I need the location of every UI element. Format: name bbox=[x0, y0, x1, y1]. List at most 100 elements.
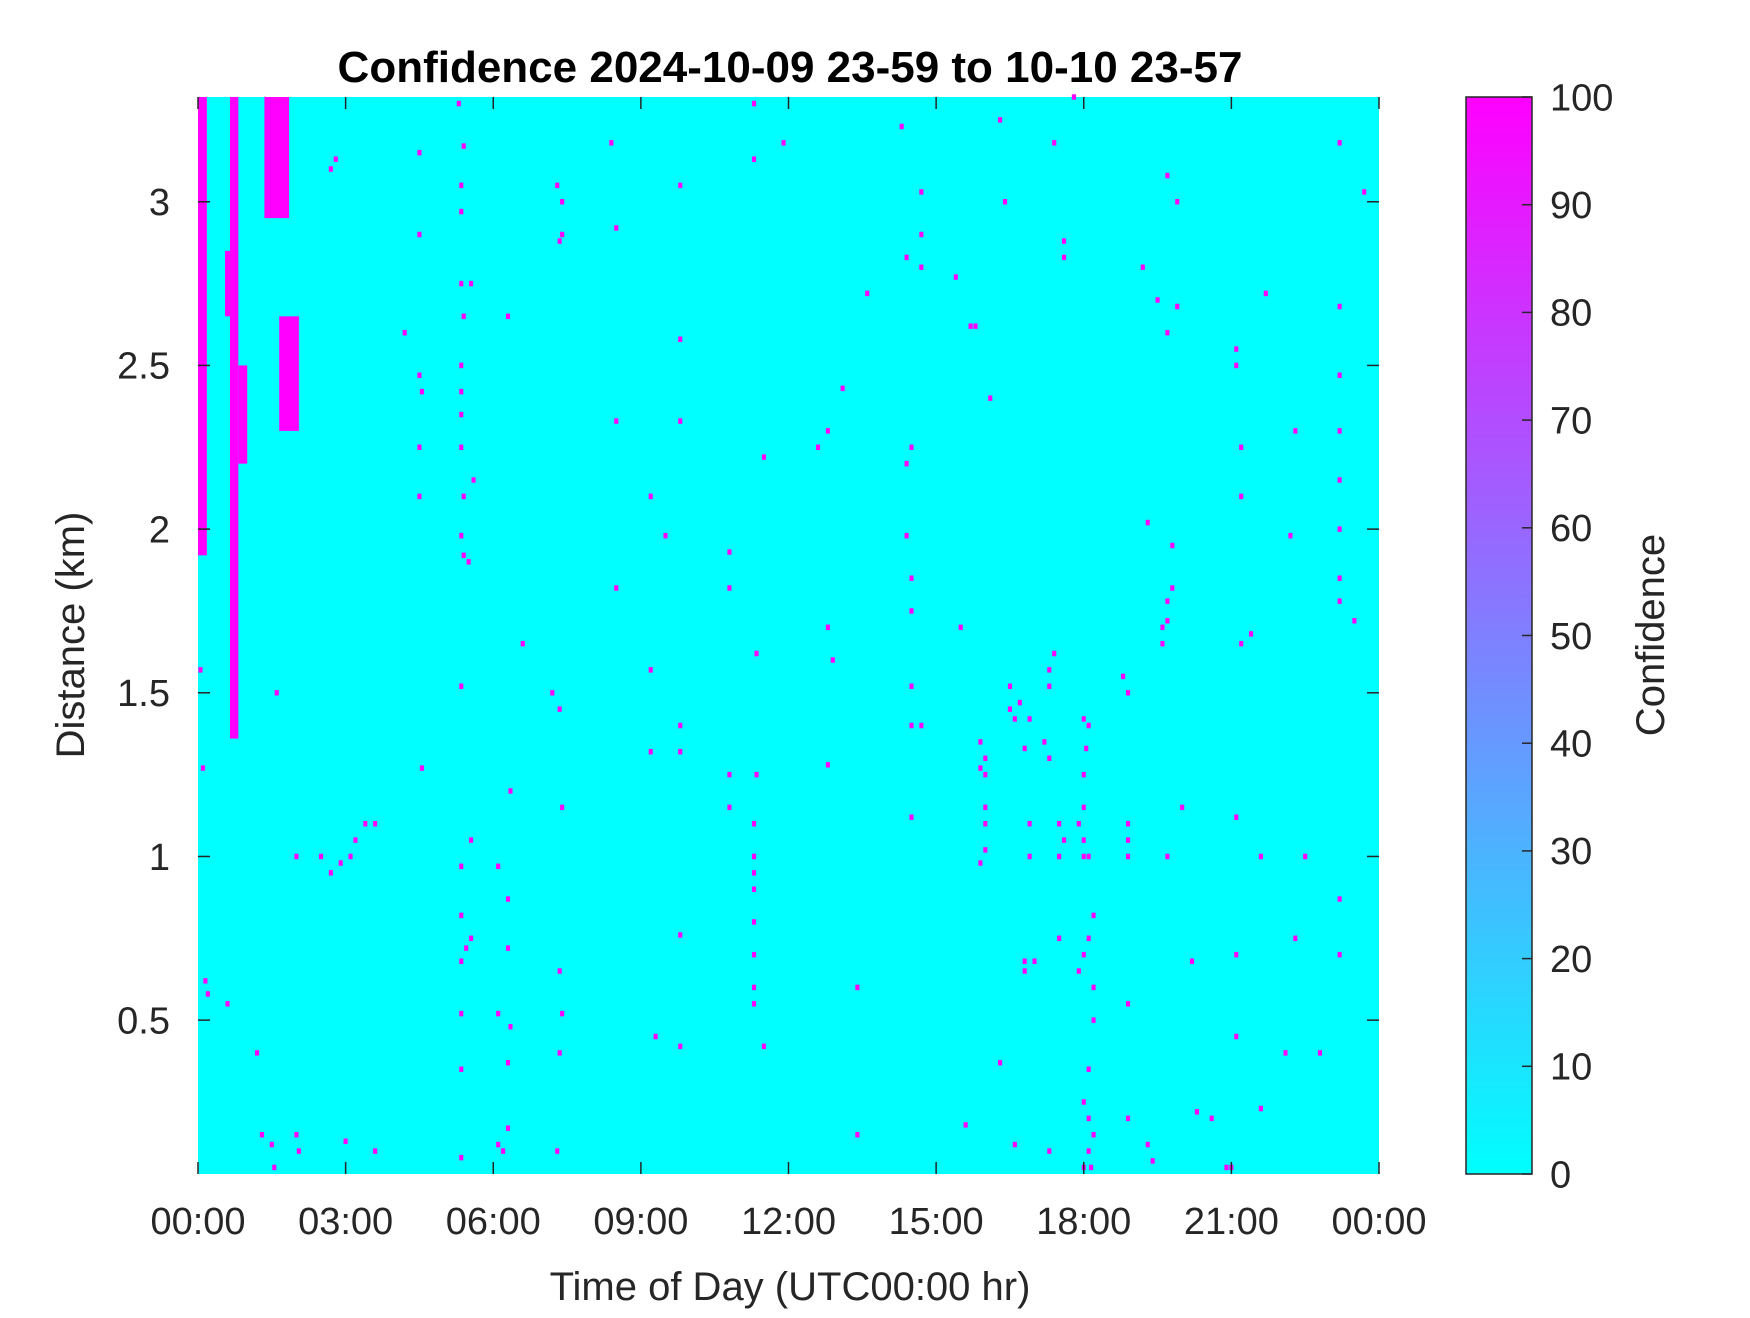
heatmap-cell bbox=[1317, 1050, 1323, 1056]
x-tick-label: 06:00 bbox=[446, 1201, 541, 1243]
heatmap-cell bbox=[727, 549, 732, 555]
heatmap-cell bbox=[983, 821, 988, 827]
heatmap-cell bbox=[963, 1122, 968, 1128]
heatmap-cell bbox=[1007, 683, 1012, 689]
heatmap-cell bbox=[1234, 362, 1239, 369]
heatmap-cell bbox=[417, 231, 422, 238]
heatmap-region bbox=[225, 250, 230, 317]
y-axis-label: Distance (km) bbox=[49, 512, 93, 759]
x-tick-label: 00:00 bbox=[1331, 1201, 1426, 1243]
heatmap-cell bbox=[1288, 532, 1293, 539]
heatmap-cell bbox=[983, 755, 988, 761]
heatmap-cell bbox=[648, 667, 653, 673]
heatmap-cell bbox=[1170, 585, 1175, 591]
heatmap-cell bbox=[1239, 444, 1244, 450]
heatmap-cell bbox=[761, 1043, 766, 1050]
heatmap-cell bbox=[464, 945, 469, 951]
heatmap-cell bbox=[1086, 1066, 1091, 1072]
heatmap-cell bbox=[1234, 951, 1239, 958]
heatmap-cell bbox=[752, 100, 757, 107]
heatmap-cell bbox=[1165, 329, 1170, 336]
heatmap-cell bbox=[752, 919, 757, 925]
heatmap-cell bbox=[505, 1125, 511, 1131]
heatmap-cell bbox=[978, 739, 983, 745]
heatmap-cell bbox=[1194, 1109, 1199, 1115]
heatmap-cell bbox=[459, 532, 464, 539]
heatmap-cell bbox=[1071, 94, 1076, 100]
heatmap-cell bbox=[1224, 1164, 1229, 1171]
heatmap-cell bbox=[865, 290, 870, 297]
heatmap-cell bbox=[343, 1138, 348, 1144]
colorbar-tick-label: 30 bbox=[1550, 831, 1592, 873]
heatmap-cell bbox=[501, 1148, 506, 1154]
colorbar-tick-label: 40 bbox=[1550, 724, 1592, 766]
heatmap-cell bbox=[1062, 254, 1067, 261]
heatmap-cell bbox=[402, 329, 407, 336]
heatmap-cell bbox=[1012, 1141, 1017, 1148]
y-tick-label: 0.5 bbox=[117, 1000, 170, 1042]
heatmap-cell bbox=[1165, 853, 1170, 860]
heatmap-cell bbox=[1081, 804, 1086, 811]
heatmap-cell bbox=[978, 860, 983, 866]
heatmap-cell bbox=[496, 1141, 501, 1148]
heatmap-cell bbox=[1121, 673, 1126, 680]
heatmap-cells bbox=[198, 94, 1367, 1171]
heatmap-cell bbox=[904, 460, 909, 467]
heatmap-cell bbox=[338, 860, 343, 866]
heatmap-cell bbox=[1160, 640, 1165, 647]
heatmap-cell bbox=[461, 143, 466, 149]
heatmap-cell bbox=[459, 362, 464, 369]
heatmap-cell bbox=[1052, 140, 1057, 146]
colorbar-ticks: 0 10 20 30 40 50 60 70 80 90 100 bbox=[1522, 77, 1613, 1196]
heatmap-cell bbox=[1125, 837, 1131, 843]
heatmap-cell bbox=[203, 978, 208, 984]
heatmap-cell bbox=[1160, 624, 1165, 631]
heatmap-cell bbox=[752, 951, 757, 958]
heatmap-cell bbox=[1057, 821, 1062, 827]
heatmap-cell bbox=[1042, 739, 1047, 745]
heatmap-cell bbox=[363, 821, 368, 827]
heatmap-cell bbox=[459, 863, 464, 870]
heatmap-cell bbox=[508, 788, 513, 794]
heatmap-cell bbox=[1293, 935, 1298, 942]
heatmap-cell bbox=[1047, 667, 1052, 673]
heatmap-cell bbox=[678, 722, 683, 729]
heatmap-cell bbox=[1062, 837, 1067, 843]
heatmap-cell bbox=[459, 411, 464, 418]
heatmap-cell bbox=[459, 182, 464, 189]
heatmap-cell bbox=[1027, 821, 1032, 827]
heatmap-cell bbox=[1140, 264, 1145, 270]
heatmap-cell bbox=[459, 1066, 464, 1072]
y-tick-label: 2 bbox=[149, 509, 170, 551]
heatmap-cell bbox=[919, 264, 924, 270]
heatmap-cell bbox=[678, 748, 683, 755]
heatmap-cell bbox=[1239, 640, 1244, 647]
heatmap-cell bbox=[1022, 958, 1027, 964]
heatmap-cell bbox=[973, 323, 978, 329]
heatmap-cell bbox=[1234, 346, 1239, 352]
heatmap-cell bbox=[752, 156, 757, 162]
heatmap-cell bbox=[1027, 716, 1032, 722]
heatmap-cell bbox=[417, 493, 422, 500]
heatmap-cell bbox=[318, 853, 324, 860]
heatmap-cell bbox=[557, 706, 562, 712]
colorbar-tick-label: 90 bbox=[1550, 185, 1592, 227]
heatmap-cell bbox=[727, 585, 732, 591]
heatmap-cell bbox=[761, 454, 766, 460]
heatmap-cell bbox=[466, 559, 471, 565]
y-tick-label: 3 bbox=[149, 182, 170, 224]
heatmap-cell bbox=[1089, 1164, 1094, 1171]
heatmap-cell bbox=[840, 385, 845, 392]
heatmap-cell bbox=[614, 225, 619, 231]
heatmap-cell bbox=[461, 313, 466, 320]
heatmap-cell bbox=[781, 140, 786, 146]
heatmap-cell bbox=[328, 166, 333, 172]
heatmap-cell bbox=[1081, 1099, 1086, 1105]
heatmap-cell bbox=[560, 231, 565, 238]
heatmap-cell bbox=[1234, 1033, 1239, 1040]
heatmap-cell bbox=[560, 804, 565, 811]
heatmap-cell bbox=[614, 418, 619, 424]
heatmap-cell bbox=[678, 182, 683, 189]
heatmap-cell bbox=[1239, 493, 1244, 500]
